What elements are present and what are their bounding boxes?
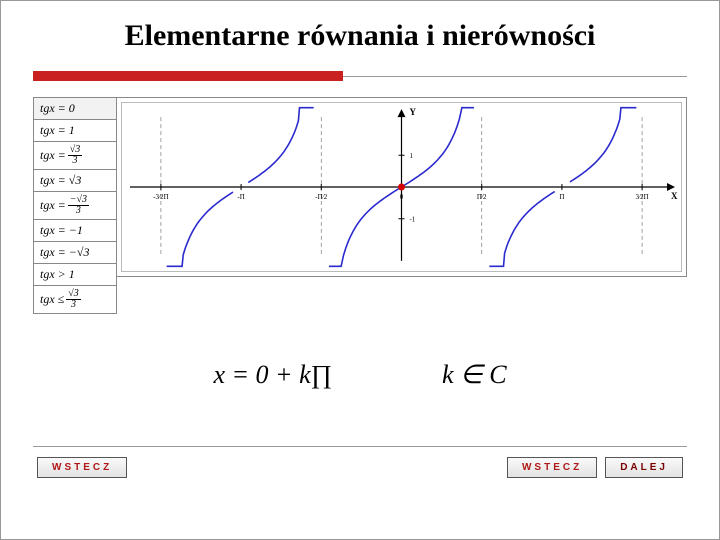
- nav-right: WSTECZ DALEJ: [507, 457, 683, 478]
- nav-row: WSTECZ WSTECZ DALEJ: [33, 457, 687, 478]
- svg-text:Y: Y: [409, 107, 416, 117]
- equation-item[interactable]: tgx = 0: [34, 98, 116, 120]
- svg-text:-Π⁄2: -Π⁄2: [315, 193, 328, 201]
- back-button-2[interactable]: WSTECZ: [507, 457, 597, 478]
- formula-right: k ∈ C: [442, 360, 507, 390]
- equation-item[interactable]: tgx > 1: [34, 264, 116, 286]
- svg-text:1: 1: [409, 152, 413, 160]
- equation-item[interactable]: tgx ≤ √33: [34, 286, 116, 313]
- tangent-graph: -3⁄2Π -Π -Π⁄2 0 Π⁄2 Π 3⁄2Π -1 1 X Y: [122, 103, 681, 271]
- bottom-rule: [33, 446, 687, 447]
- graph-inner: -3⁄2Π -Π -Π⁄2 0 Π⁄2 Π 3⁄2Π -1 1 X Y: [121, 102, 682, 272]
- nav-left: WSTECZ: [37, 457, 127, 478]
- equation-item[interactable]: tgx = √33: [34, 142, 116, 170]
- equation-item[interactable]: tgx = −1: [34, 220, 116, 242]
- slide: Elementarne równania i nierówności tgx =…: [0, 0, 720, 540]
- back-button-1[interactable]: WSTECZ: [37, 457, 127, 478]
- page-title: Elementarne równania i nierówności: [33, 19, 687, 53]
- equation-item[interactable]: tgx = −√3: [34, 242, 116, 264]
- svg-text:Π⁄2: Π⁄2: [477, 193, 487, 201]
- svg-text:Π: Π: [559, 193, 564, 201]
- svg-text:-Π: -Π: [237, 193, 244, 201]
- equation-item[interactable]: tgx = √3: [34, 170, 116, 192]
- svg-text:-3⁄2Π: -3⁄2Π: [153, 193, 169, 201]
- formula-left: x = 0 + k∏: [213, 360, 332, 390]
- title-rule: [33, 71, 687, 81]
- equation-list: tgx = 0tgx = 1tgx = √33tgx = √3tgx = −√3…: [33, 97, 117, 314]
- formula-row: x = 0 + k∏ k ∈ C: [33, 360, 687, 390]
- equation-item[interactable]: tgx = −√33: [34, 192, 116, 220]
- svg-text:X: X: [671, 191, 678, 201]
- equation-item[interactable]: tgx = 1: [34, 120, 116, 142]
- content-row: tgx = 0tgx = 1tgx = √33tgx = √3tgx = −√3…: [33, 97, 687, 314]
- svg-text:0: 0: [400, 193, 404, 201]
- svg-text:3⁄2Π: 3⁄2Π: [636, 193, 649, 201]
- rule-red: [33, 71, 343, 81]
- svg-text:-1: -1: [409, 216, 415, 224]
- graph-panel: -3⁄2Π -Π -Π⁄2 0 Π⁄2 Π 3⁄2Π -1 1 X Y: [117, 97, 687, 277]
- next-button[interactable]: DALEJ: [605, 457, 683, 478]
- rule-gray: [343, 76, 687, 77]
